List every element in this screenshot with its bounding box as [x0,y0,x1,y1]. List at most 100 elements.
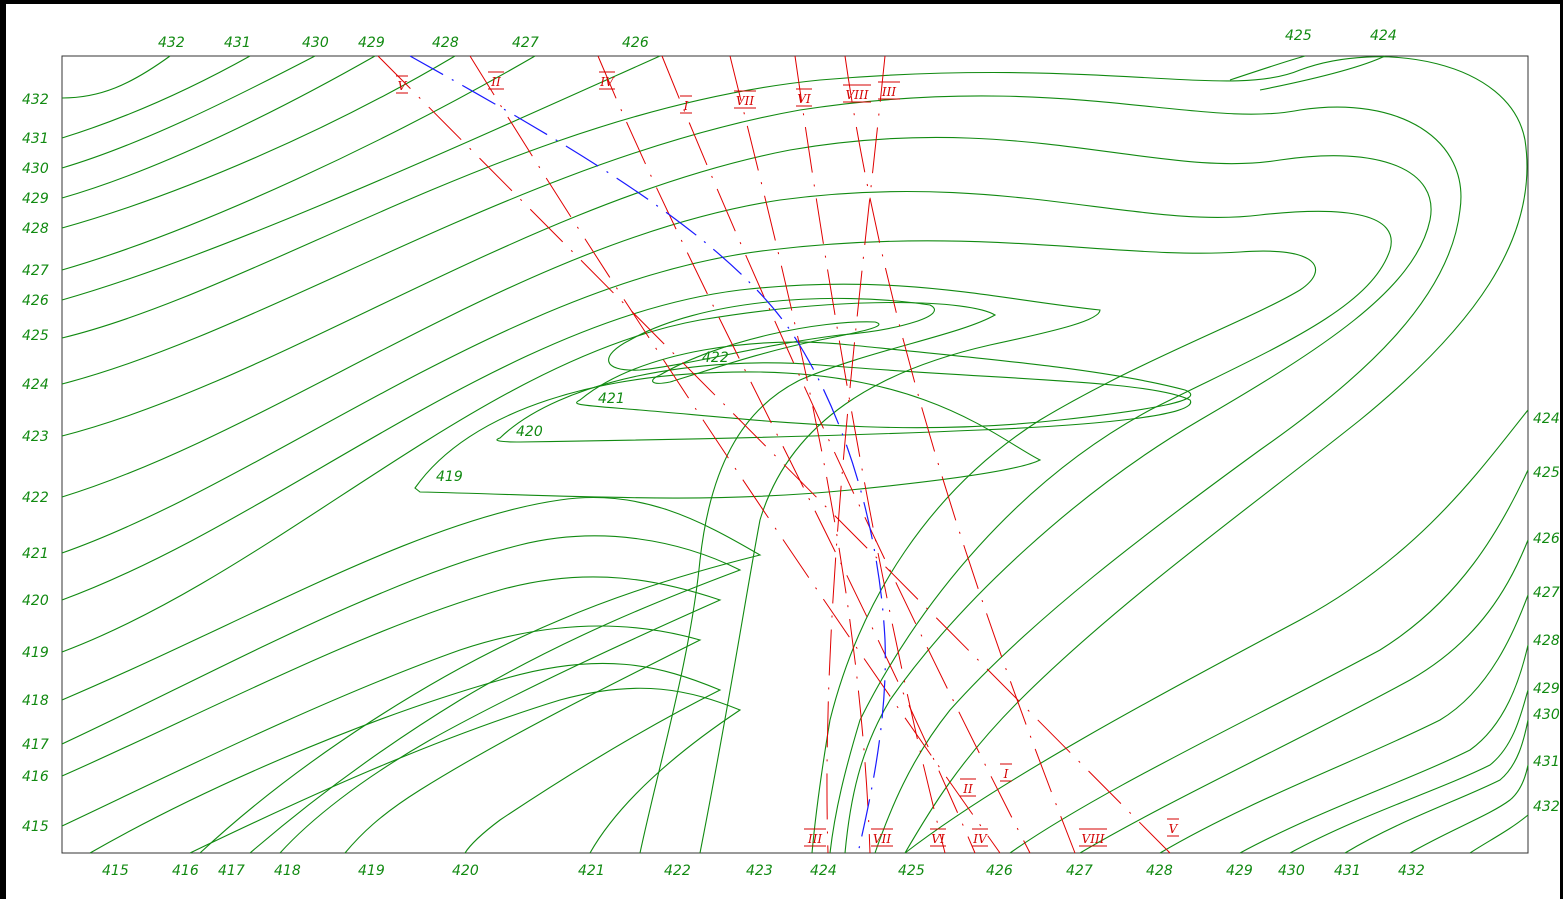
contour-label: 416 [22,769,49,785]
section-label: IV [599,75,615,89]
section-label: V [398,79,408,93]
contour-label: 431 [224,35,251,51]
contour-line [1009,469,1529,854]
contour-line [652,321,880,384]
contour-line [61,55,376,199]
contour-label: 424 [1370,28,1397,44]
section-label: II [962,782,973,796]
contour-label: 430 [1278,863,1305,879]
section-lines [377,55,1171,854]
contour-line [61,56,1528,854]
contour-label: 430 [1533,707,1560,723]
contour-line [61,496,762,854]
section-label: I [683,99,689,113]
section-label: III [807,832,822,846]
contour-label: 425 [898,863,925,879]
contour-label: 430 [302,35,329,51]
contour-label: 418 [22,693,49,709]
section-label: VIII [846,88,869,102]
contour-label: 424 [1533,411,1560,427]
contour-label: 432 [158,35,185,51]
contour-label: 417 [218,863,245,879]
contour-label: 426 [22,293,49,309]
contour-label: 428 [1146,863,1173,879]
contour-line [1289,689,1529,854]
contour-label: 428 [22,221,49,237]
contour-label: 429 [1533,681,1560,697]
contour-label: 422 [22,490,49,506]
contour-line [61,55,661,301]
contour-line [61,95,1462,854]
contour-line [904,409,1529,854]
section-line-IV [597,55,976,854]
section-label: VII [873,832,891,846]
contour-line [189,687,742,854]
contour-label: 423 [22,429,49,445]
contour-line [61,55,251,139]
contour-line [61,283,1101,854]
section-line-II [469,55,1001,854]
contour-label: 425 [22,328,49,344]
contour-line [61,190,1392,854]
contour-label: 428 [1533,633,1560,649]
contour-line [61,136,1432,854]
contour-line [608,297,935,371]
contour-label: 424 [810,863,837,879]
contour-label: 419 [436,469,463,485]
contour-label: 426 [986,863,1013,879]
contour-label: 419 [358,863,385,879]
contour-line [1079,539,1529,854]
contour-label: 427 [22,263,49,279]
contour-line [61,55,456,229]
section-label: II [490,75,501,89]
contour-label: 415 [102,863,129,879]
contour-label: 421 [598,391,625,407]
contour-line [414,371,1042,499]
contour-lines [61,55,1529,854]
contour-line [1259,55,1386,91]
section-label: VI [931,832,945,846]
contour-label: 422 [702,350,729,366]
contour-line [61,55,316,169]
contour-label: 427 [1066,863,1093,879]
section-label: VII [736,94,754,108]
section-label: IV [972,832,988,846]
contour-label: 425 [1533,465,1560,481]
contour-line [1229,55,1306,81]
contour-line [61,625,702,854]
contour-line [89,662,722,854]
right-axis-labels: 424 425 426 427 428 429 430 431 432 [1533,411,1560,815]
contour-label: 419 [22,645,49,661]
contour-label: 426 [622,35,649,51]
contour-line [61,55,171,99]
interior-contour-labels: 422 421 420 419 [436,350,729,485]
contour-label: 423 [746,863,773,879]
contour-line [496,362,1192,443]
section-label: I [1003,767,1009,781]
contour-label: 432 [22,92,49,108]
contour-line [61,535,742,854]
contour-label: 416 [172,863,199,879]
contour-label: 420 [22,593,49,609]
contour-label: 427 [512,35,539,51]
contour-label: 417 [22,737,49,753]
contour-label: 420 [452,863,479,879]
contour-label: 428 [432,35,459,51]
contour-line [1469,814,1529,854]
left-axis-labels: 432 431 430 429 428 427 426 425 424 423 422 421 420 4… [22,92,49,835]
contour-label: 429 [22,191,49,207]
section-line-V [377,55,1171,854]
contour-line [1239,644,1529,854]
contour-line [1159,594,1529,854]
section-label: VI [797,92,811,106]
contour-label: 421 [22,546,49,562]
contour-label: 431 [1334,863,1361,879]
contour-label: 415 [22,819,49,835]
contour-line [61,301,997,854]
contour-line [1344,719,1529,854]
section-line-VIII [844,55,1076,854]
contour-label: 431 [1533,754,1560,770]
